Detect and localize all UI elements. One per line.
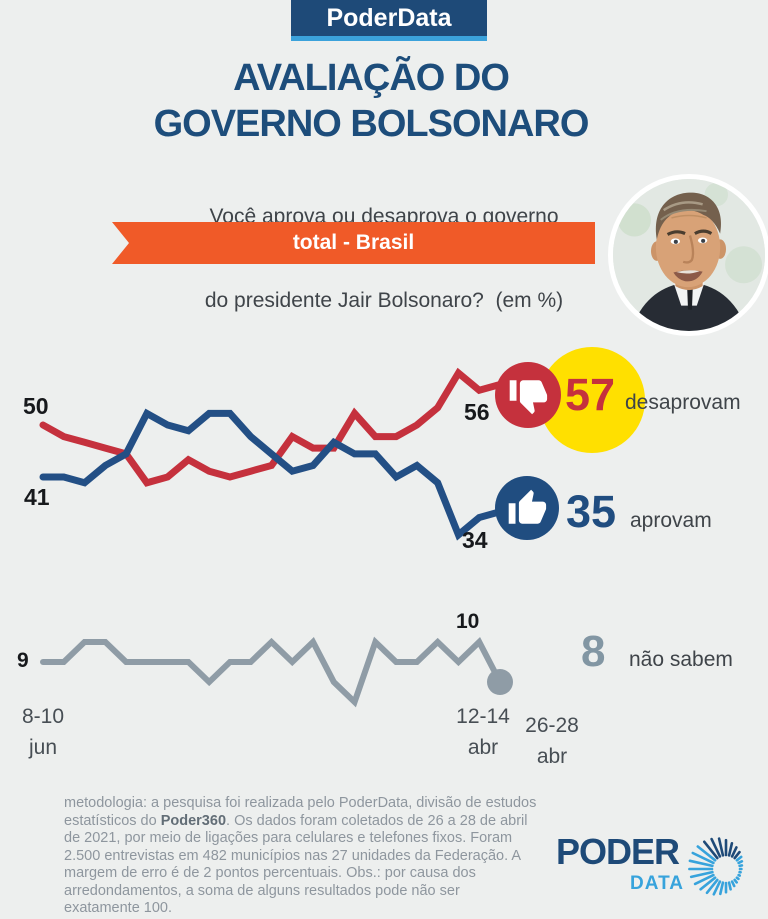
label-red-first: 50 [23, 393, 49, 419]
series-line-8f9ca6 [40, 636, 503, 708]
series-line-c5313d [39, 367, 504, 487]
methodology-post: . Os dados foram coletados de 26 a 28 de… [64, 812, 528, 917]
methodology-text: metodologia: a pesquisa foi realizada pe… [64, 795, 538, 918]
thumbs-up-icon [508, 489, 547, 524]
subtitle-line-2: do presidente Jair Bolsonaro? (em %) [204, 289, 564, 312]
label-gray-peak: 10 [456, 610, 480, 633]
thumbs-down-badge [495, 362, 561, 428]
nao-sabem-label: não sabem [629, 648, 733, 671]
thumbs-down-icon [509, 380, 548, 415]
aprovam-label: aprovam [630, 509, 712, 532]
poderdata-badge: PoderData [291, 0, 487, 41]
label-blue-prev: 34 [462, 527, 488, 553]
methodology-brand: Poder360 [160, 812, 227, 829]
x-axis-label-first: 8-10 jun [21, 705, 65, 759]
aprovam-value: 35 [566, 486, 617, 537]
desaprovam-label: desaprovam [625, 391, 741, 414]
title-line-2: GOVERNO BOLSONARO [153, 103, 590, 145]
nao-sabem-value: 8 [581, 627, 606, 676]
logo-poder-text: PODER [556, 831, 680, 872]
logo-data-text: DATA [630, 873, 684, 894]
label-red-prev: 56 [464, 399, 490, 425]
bolsonaro-photo [608, 174, 768, 336]
desaprovam-value: 57 [565, 369, 616, 420]
page-title: AVALIAÇÃO DO GOVERNO BOLSONARO [0, 55, 742, 147]
x-axis-label-last: 26-28 abr [525, 714, 579, 768]
thumbs-up-badge [495, 476, 559, 540]
gray-line-end-dot [487, 669, 513, 695]
label-gray-first: 9 [17, 649, 29, 672]
x-axis-label-prev: 12-14 abr [456, 705, 510, 759]
scope-ribbon: total - Brasil [112, 222, 595, 264]
title-line-1: AVALIAÇÃO DO [233, 57, 510, 99]
portrait-illustration [613, 179, 765, 331]
series-line-234f85 [39, 408, 504, 541]
yellow-highlight-circle [539, 347, 645, 453]
poderdata-sunburst-icon [688, 837, 744, 896]
label-blue-first: 41 [24, 484, 50, 510]
methodology-pre: metodologia: a pesquisa foi realizada pe… [64, 795, 537, 829]
